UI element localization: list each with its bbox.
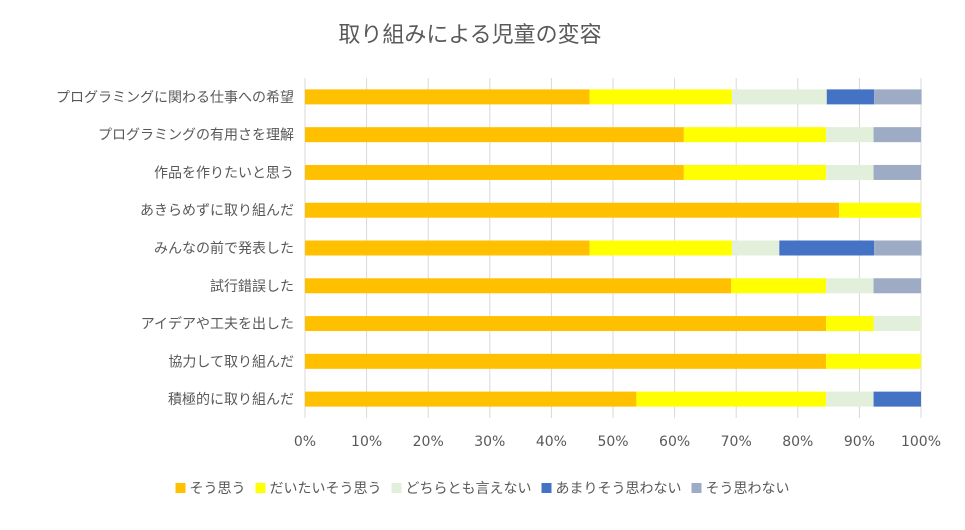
legend-item: どちらとも言えない [391, 481, 532, 497]
bar-segment [305, 278, 732, 294]
x-tick-label: 100% [901, 434, 941, 450]
legend-label: そう思う [190, 481, 246, 497]
legend-swatch [691, 483, 702, 493]
bar-segment [305, 202, 840, 218]
x-tick-label: 40% [536, 434, 567, 450]
bar-segment [731, 240, 780, 256]
legend-item: あまりそう思わない [541, 481, 682, 497]
legend-label: あまりそう思わない [556, 481, 682, 497]
legend-swatch [175, 483, 186, 493]
bar-segment [873, 164, 921, 180]
bar-segment [826, 89, 875, 105]
x-tick-label: 10% [351, 434, 382, 450]
legend-swatch [255, 483, 266, 493]
bar-segment [874, 89, 922, 105]
bar-segment [636, 391, 827, 407]
legend-item: だいたいそう思う [255, 481, 382, 497]
category-label: 作品を作りたいと思う [154, 165, 294, 181]
bar-segment [305, 353, 827, 369]
bar-segment [589, 240, 732, 256]
legend-label: どちらとも言えない [406, 481, 532, 497]
category-labels: プログラミングに関わる仕事への希望プログラミングの有用さを理解作品を作りたいと思… [56, 90, 294, 408]
category-label: プログラミングの有用さを理解 [98, 128, 294, 144]
x-tick-label: 90% [844, 434, 875, 450]
bar-segment [305, 127, 684, 143]
bar-segment [305, 164, 684, 180]
x-tick-label: 70% [721, 434, 752, 450]
bar-segment [826, 164, 874, 180]
bars [305, 89, 922, 407]
bar-segment [683, 164, 827, 180]
bar-segment [589, 89, 732, 105]
bar-segment [826, 127, 874, 143]
bar-segment [305, 89, 590, 105]
bar-segment [305, 391, 637, 407]
legend-label: だいたいそう思う [270, 481, 382, 497]
legend-item: そう思わない [691, 481, 790, 497]
bar-segment [826, 278, 874, 294]
category-label: 試行錯誤した [210, 279, 294, 295]
x-tick-label: 20% [413, 434, 444, 450]
category-label: みんなの前で発表した [154, 240, 294, 257]
category-label: 協力して取り組んだ [168, 354, 294, 370]
bar-segment [874, 240, 922, 256]
x-tick-label: 0% [294, 434, 316, 450]
bar-segment [779, 240, 875, 256]
bar-segment [826, 316, 874, 332]
legend-swatch [391, 483, 402, 493]
bar-segment [873, 316, 921, 332]
bar-segment [305, 240, 590, 256]
category-label: あきらめずに取り組んだ [140, 203, 294, 219]
bar-segment [839, 202, 921, 218]
legend-item: そう思う [175, 481, 246, 497]
legend: そう思う だいたいそう思う どちらとも言えない あまりそう思わない そう思わない [175, 481, 790, 497]
x-tick-label: 60% [659, 434, 690, 450]
category-label: アイデアや工夫を出した [141, 316, 294, 333]
bar-segment [731, 278, 827, 294]
x-tick-label: 80% [782, 434, 813, 450]
legend-swatch [541, 483, 552, 493]
bar-segment [873, 127, 921, 143]
bar-segment [683, 127, 827, 143]
bar-segment [873, 278, 921, 294]
x-tick-label: 30% [474, 434, 505, 450]
category-label: プログラミングに関わる仕事への希望 [56, 90, 294, 106]
bar-segment [873, 391, 921, 407]
chart-title: 取り組みによる児童の変容 [338, 23, 601, 48]
legend-label: そう思わない [706, 481, 790, 497]
bar-segment [826, 391, 874, 407]
bar-segment [305, 316, 827, 332]
bar-segment [731, 89, 827, 105]
x-tick-label: 50% [597, 434, 628, 450]
bar-segment [826, 353, 921, 369]
category-label: 積極的に取り組んだ [168, 392, 294, 408]
x-tick-labels: 0% 10% 20% 30% 40% 50% 60% 70% 80% 90% 100% [294, 434, 941, 450]
